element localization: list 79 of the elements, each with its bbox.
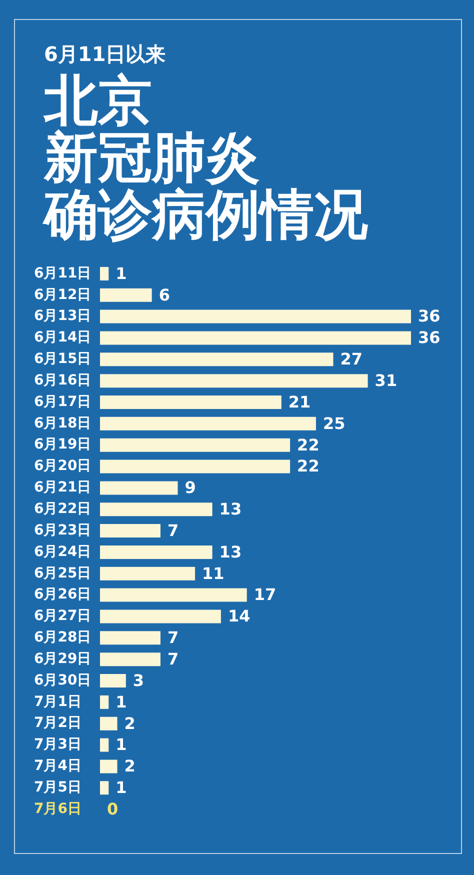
data-label: 7 (167, 520, 179, 540)
bar (100, 396, 282, 409)
bar (100, 310, 411, 324)
data-label: 36 (418, 328, 440, 348)
data-label: 9 (184, 478, 196, 498)
data-label: 3 (132, 670, 144, 690)
data-label: 22 (297, 456, 320, 476)
bar (100, 631, 160, 645)
data-label: 2 (124, 714, 136, 733)
data-label: 31 (374, 370, 398, 390)
data-label: 13 (219, 500, 242, 519)
data-label: 27 (340, 350, 363, 369)
y-tick-label: 6月29日 (34, 650, 92, 667)
data-label: 2 (124, 756, 136, 776)
bar (100, 695, 109, 709)
bar (100, 588, 247, 602)
y-tick-label: 6月25日 (34, 565, 92, 582)
bar (100, 481, 178, 495)
data-label: 13 (219, 542, 242, 562)
data-label: 17 (254, 585, 276, 604)
y-tick-label: 6月16日 (34, 372, 92, 388)
y-tick-label: 7月5日 (34, 780, 82, 796)
chart-subtitle: 6月11日以来 (44, 42, 166, 66)
y-tick-label: 6月20日 (34, 458, 92, 474)
bar (100, 545, 212, 559)
bar (100, 416, 316, 430)
bar (100, 374, 368, 388)
bar (100, 460, 290, 474)
y-tick-label: 6月22日 (34, 501, 92, 518)
chart-title: 北京新冠肺炎确诊病例情况 (42, 69, 368, 246)
y-tick-label: 7月1日 (34, 694, 82, 710)
bar (100, 781, 109, 795)
data-label: 22 (297, 435, 320, 454)
data-label: 1 (116, 778, 127, 798)
y-tick-label: 6月18日 (34, 415, 92, 432)
y-tick-label: 7月4日 (34, 758, 82, 774)
data-label: 7 (167, 649, 179, 668)
bar (100, 760, 118, 774)
data-label: 1 (116, 264, 127, 283)
y-tick-label: 6月11日 (34, 265, 92, 282)
y-tick-label: 6月13日 (34, 308, 92, 324)
y-tick-label: 6月30日 (34, 672, 92, 688)
bar (100, 331, 411, 345)
bar (100, 674, 126, 688)
bar (100, 288, 152, 302)
y-tick-label: 6月26日 (34, 586, 92, 603)
y-tick-label: 7月2日 (34, 715, 82, 732)
y-tick-label: 6月27日 (34, 608, 92, 624)
y-tick-label: 6月28日 (34, 630, 92, 646)
bar (100, 524, 160, 538)
y-tick-label: 6月14日 (34, 330, 92, 346)
data-label: 21 (288, 392, 311, 412)
data-label: 14 (228, 606, 250, 626)
data-label: 1 (116, 692, 127, 712)
data-label: 25 (322, 414, 346, 433)
y-tick-label: 7月6日 (34, 800, 82, 817)
y-tick-label: 6月21日 (34, 480, 92, 496)
bar (100, 610, 221, 624)
y-tick-label: 6月19日 (34, 436, 92, 453)
bar (100, 352, 334, 366)
y-tick-label: 6月24日 (34, 544, 92, 560)
data-label: 1 (116, 735, 127, 754)
y-tick-label: 6月12日 (34, 286, 92, 303)
bar (100, 566, 196, 580)
y-tick-label: 6月17日 (34, 394, 92, 410)
y-tick-label: 6月15日 (34, 351, 92, 368)
data-label: 7 (167, 628, 179, 648)
data-label: 36 (418, 306, 440, 326)
bar (100, 502, 212, 516)
data-label: 0 (107, 799, 118, 818)
bar (100, 738, 109, 752)
bar (100, 652, 160, 666)
data-label: 11 (202, 564, 224, 583)
y-tick-label: 7月3日 (34, 736, 82, 753)
bar (100, 438, 290, 452)
y-tick-label: 6月23日 (34, 522, 92, 538)
bar (100, 266, 109, 280)
data-label: 6 (158, 285, 170, 304)
bar (100, 716, 118, 730)
